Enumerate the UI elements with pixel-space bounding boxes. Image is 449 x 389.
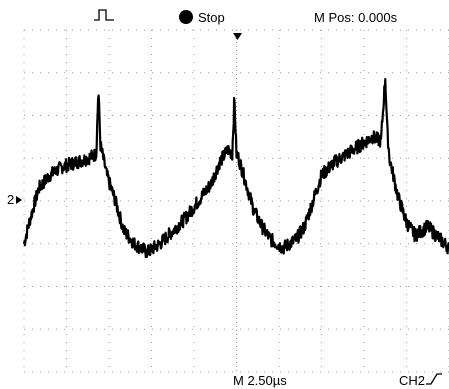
trigger-position-marker xyxy=(233,33,242,40)
timebase-readout: M 2.50µs xyxy=(233,373,287,388)
trigger-source-label: CH2 xyxy=(399,373,425,388)
channel-arrow-icon xyxy=(16,196,22,204)
waveform-trace xyxy=(22,77,449,259)
channel-ground-marker: 2 xyxy=(7,192,22,207)
rising-edge-icon xyxy=(426,373,442,385)
pulse-trigger-icon xyxy=(94,9,114,21)
footer-bar: M 2.50µs CH2 xyxy=(233,373,442,388)
channel-marker-label: 2 xyxy=(7,192,14,207)
header-bar: Stop M Pos: 0.000s xyxy=(94,9,398,25)
graticule-grid xyxy=(23,29,449,373)
position-readout: M Pos: 0.000s xyxy=(314,10,398,25)
filled-circle-icon xyxy=(179,10,193,24)
run-state-label: Stop xyxy=(198,10,225,25)
trace-layer xyxy=(22,77,449,259)
